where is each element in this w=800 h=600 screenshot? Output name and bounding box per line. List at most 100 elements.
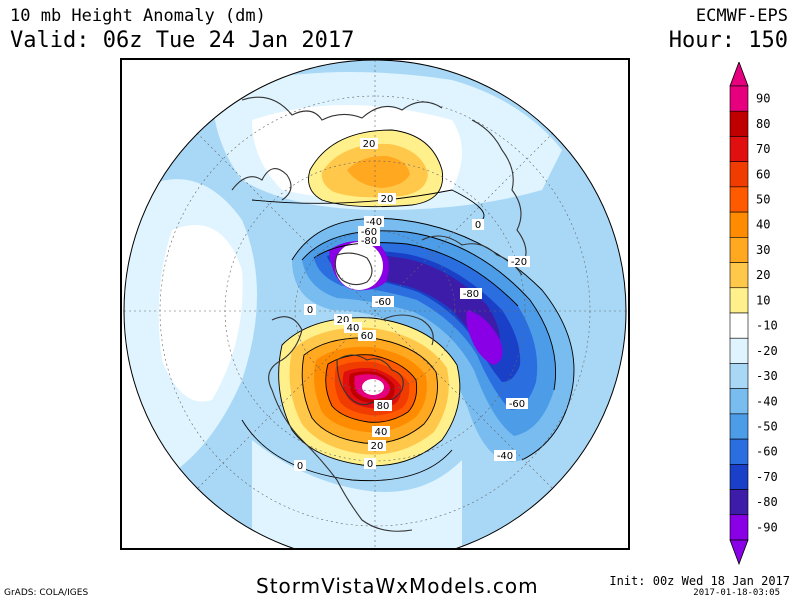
legend-label: -40 (756, 394, 778, 408)
legend-swatch (729, 464, 749, 490)
legend-label: -70 (756, 470, 778, 484)
coast-north-america (268, 316, 413, 532)
coast-svalbard (334, 252, 373, 286)
contour-label: -20 (508, 256, 530, 268)
contour-label-text: 0 (297, 461, 303, 472)
model-name: ECMWF-EPS (695, 6, 788, 26)
contour-label: 60 (358, 330, 376, 342)
legend-swatch (729, 388, 749, 415)
contour-label-text: -80 (463, 289, 479, 300)
polar-map: 20 20 0 -40 -60 -80 -20 -60 -80 0 20 40 … (123, 60, 627, 548)
contour-label-text: -60 (509, 399, 525, 410)
coast-asia-north (241, 96, 443, 121)
legend-swatch (729, 438, 749, 465)
legend-label: -90 (756, 520, 778, 534)
legend-swatch (729, 237, 749, 263)
legend-swatch (729, 514, 749, 541)
contour-label-text: -40 (497, 451, 513, 462)
legend-label: 10 (756, 293, 770, 307)
legend-label: -80 (756, 495, 778, 509)
coast-asia-east (471, 119, 527, 266)
contour-label: 20 (368, 440, 386, 452)
legend-swatch (729, 413, 749, 440)
chart-title: 10 mb Height Anomaly (dm) (10, 6, 266, 26)
legend-swatch (729, 262, 749, 289)
valid-time: Valid: 06z Tue 24 Jan 2017 (10, 28, 355, 53)
legend-arrow-top (729, 62, 749, 87)
site-name: StormVistaWxModels.com (256, 574, 539, 598)
contour-label: 0 (294, 460, 306, 472)
contour-label: -60 (372, 296, 394, 308)
contour-label-text: 0 (307, 305, 313, 316)
contour-labels: 20 20 0 -40 -60 -80 -20 -60 -80 0 20 40 … (294, 138, 530, 472)
contour-negative-60 (313, 242, 519, 307)
contour-label: -40 (494, 450, 516, 462)
contour-label: 40 (372, 426, 390, 438)
light-blue-south (252, 440, 462, 548)
coast-greenland (336, 354, 404, 406)
legend-label: 70 (756, 142, 770, 156)
contour-label: 20 (360, 138, 378, 150)
contour-label: -80 (358, 235, 380, 247)
contour-label-text: 0 (475, 220, 481, 231)
contour-label: 40 (344, 322, 362, 334)
legend-label: 50 (756, 193, 770, 207)
legend-label: 80 (756, 117, 770, 131)
legend-swatch (729, 161, 749, 188)
contour-label-text: 20 (363, 139, 376, 150)
legend-swatch (729, 489, 749, 516)
contour-label: 0 (304, 304, 316, 316)
color-legend: 90 80 70 60 50 40 30 20 10 -10 -20 -30 -40 -50 -60 -70 -… (729, 62, 778, 566)
legend-label: 20 (756, 268, 770, 282)
legend-swatch (729, 136, 749, 162)
contour-label: -60 (506, 398, 528, 410)
contour-label-text: -20 (511, 257, 527, 268)
negative-core-east (466, 310, 503, 365)
contour-label-text: 80 (377, 401, 390, 412)
legend-swatch (729, 337, 749, 364)
contour-north-20 (308, 129, 444, 208)
legend-swatch (729, 312, 749, 339)
polar-white-spot (335, 242, 383, 290)
grads-credit: GrADS: COLA/IGES (4, 588, 89, 598)
legend-label: -10 (756, 319, 778, 333)
legend-label: 60 (756, 167, 770, 181)
legend-label: -50 (756, 420, 778, 434)
contour-label-text: -80 (361, 236, 377, 247)
init-time: Init: 00z Wed 18 Jan 2017 (609, 574, 790, 588)
graticule (124, 60, 626, 548)
meridian-diag-b (196, 132, 554, 490)
legend-label: -30 (756, 369, 778, 383)
contour-label-text: 20 (381, 194, 394, 205)
contour-label-text: 0 (367, 459, 373, 470)
coast-canadian-arctic (381, 314, 434, 346)
contour-label-text: 40 (347, 323, 360, 334)
contour-label-text: -60 (375, 297, 391, 308)
hemisphere-outline (123, 60, 627, 548)
contour-label: 80 (374, 400, 392, 412)
legend-arrow-bottom (729, 539, 749, 566)
contour-label: 20 (378, 193, 396, 205)
contour-label-text: -40 (366, 217, 382, 228)
legend-label: 30 (756, 243, 770, 257)
contour-south-10 (278, 317, 461, 467)
contour-label: 0 (364, 458, 376, 470)
neutral-west (158, 225, 243, 402)
contour-label: -60 (358, 226, 380, 238)
contour-label: 20 (334, 314, 352, 326)
legend-swatch (729, 211, 749, 238)
contour-label-text: 20 (371, 441, 384, 452)
inner-white-core (362, 379, 384, 395)
contour-label: -80 (460, 288, 482, 300)
legend-swatch (729, 287, 749, 314)
legend-swatch (729, 363, 749, 389)
legend-swatch (729, 85, 749, 112)
contour-label: -40 (364, 216, 384, 228)
contour-label-text: 60 (361, 331, 374, 342)
contour-south-50 (325, 354, 418, 423)
legend-label: -60 (756, 445, 778, 459)
positive-lobe-north-30 (347, 155, 410, 188)
contour-zero-north (251, 189, 485, 221)
legend-swatch (729, 186, 749, 213)
